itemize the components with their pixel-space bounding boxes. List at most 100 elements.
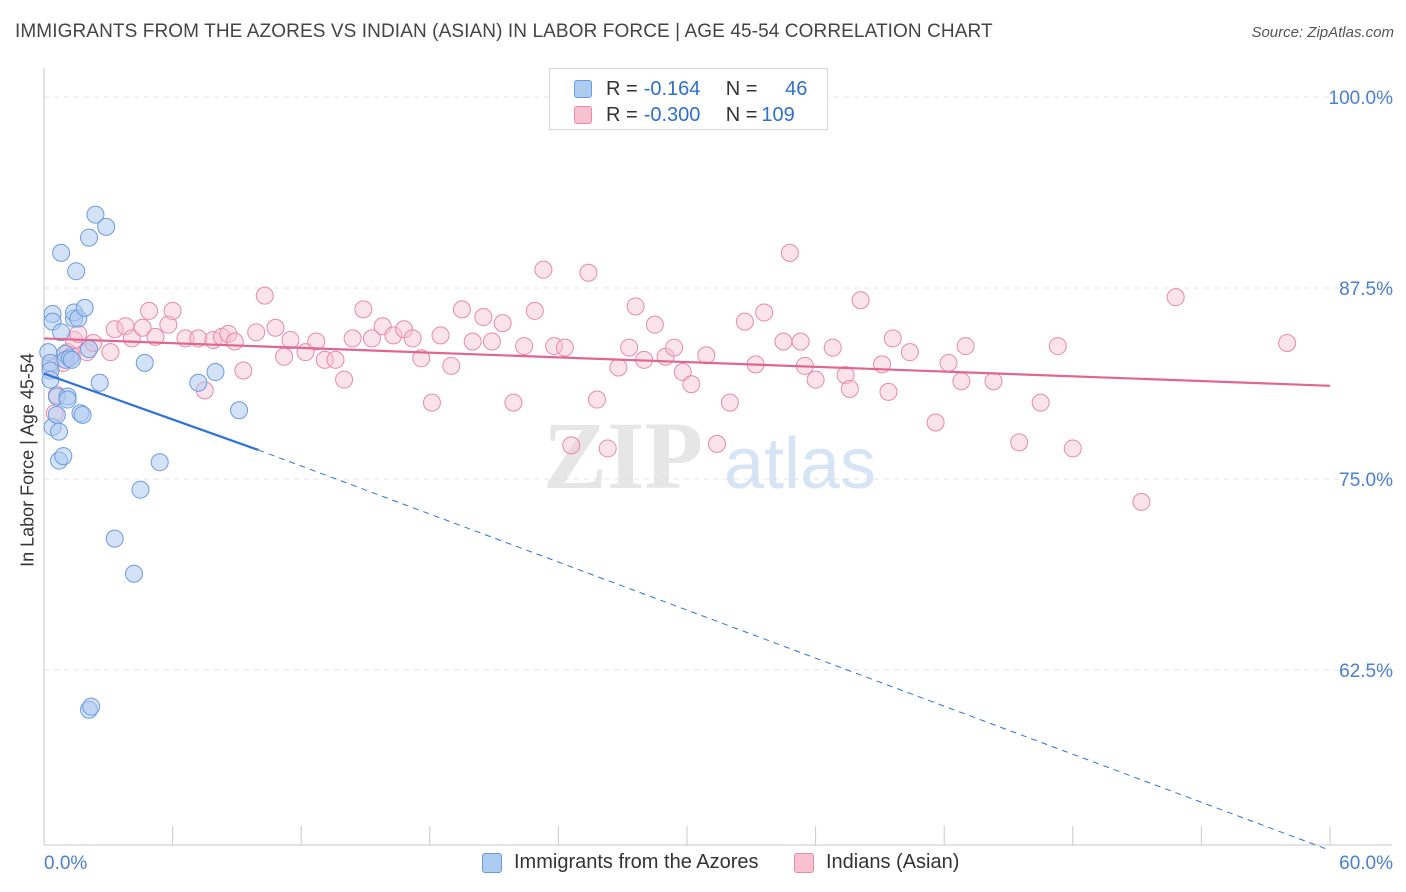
data-point-indians (665, 338, 684, 357)
legend-r-value: -0.164 (643, 77, 701, 100)
data-point-indians (984, 372, 1003, 391)
data-point-indians (780, 243, 799, 262)
legend-r-label: R = (606, 103, 638, 126)
data-point-indians (1166, 288, 1185, 307)
legend-item-azores[interactable]: Immigrants from the Azores (482, 851, 759, 874)
data-point-indians (851, 291, 870, 310)
data-point-indians (463, 332, 482, 351)
data-point-indians (335, 370, 354, 389)
data-point-indians (159, 315, 178, 334)
data-point-indians (673, 363, 692, 382)
trend-line-azores (43, 372, 259, 452)
data-point-azores (206, 363, 225, 382)
data-point-indians (101, 343, 120, 362)
data-point-indians (307, 332, 326, 351)
data-point-indians (515, 337, 534, 356)
trend-lines (43, 337, 1331, 851)
data-point-indians (1010, 433, 1029, 452)
gridlines (44, 96, 1392, 671)
data-point-indians (587, 390, 606, 409)
watermark: ZIP atlas (543, 402, 876, 509)
legend-n-label: N = (725, 103, 758, 126)
data-point-azores (125, 564, 144, 583)
data-point-azores (131, 480, 150, 499)
legend-n-value: 109 (761, 103, 795, 126)
data-point-indians (562, 436, 581, 455)
legend-swatch-indians (794, 852, 814, 873)
watermark-zip: ZIP (543, 402, 703, 509)
data-point-indians (431, 326, 450, 345)
y-tick-label: 62.5% (1339, 661, 1393, 682)
data-point-indians (720, 393, 739, 412)
data-point-indians (422, 393, 441, 412)
data-point-indians (403, 329, 422, 348)
data-point-azores (90, 373, 109, 392)
data-point-indians (823, 338, 842, 357)
data-point-indians (1048, 337, 1067, 356)
data-point-indians (105, 320, 124, 339)
data-point-indians (133, 318, 152, 337)
data-point-indians (412, 349, 431, 368)
data-point-indians (234, 361, 253, 380)
data-point-azores (52, 323, 71, 342)
data-point-indians (266, 318, 285, 337)
data-point-indians (774, 332, 793, 351)
data-point-indians (579, 263, 598, 282)
legend-label-azores: Immigrants from the Azores (514, 851, 759, 873)
data-point-indians (146, 327, 165, 346)
data-point-indians (952, 372, 971, 391)
chart-title: IMMIGRANTS FROM THE AZORES VS INDIAN (AS… (15, 21, 993, 42)
data-point-indians (504, 393, 523, 412)
data-point-azores (135, 353, 154, 372)
data-point-indians (1132, 492, 1151, 511)
data-point-indians (806, 370, 825, 389)
legend-row-indians: R = -0.300 N = 109 (574, 103, 801, 127)
data-point-indians (326, 350, 345, 369)
data-point-indians (452, 300, 471, 319)
data-point-azores (52, 243, 71, 262)
data-point-azores (86, 205, 105, 224)
series-legend: Immigrants from the Azores Indians (Asia… (0, 851, 1406, 877)
legend-swatch-azores (574, 80, 592, 98)
data-point-azores (97, 217, 116, 236)
x-tick-label: 60.0% (1339, 853, 1393, 874)
data-point-indians (626, 297, 645, 316)
source-label: Source: ZipAtlas.com (1251, 24, 1394, 41)
data-point-indians (697, 346, 716, 365)
data-point-azores (105, 529, 124, 548)
data-point-indians (384, 326, 403, 345)
data-point-indians (598, 439, 617, 458)
data-point-indians (275, 347, 294, 366)
data-point-indians (343, 329, 362, 348)
data-point-indians (836, 366, 855, 385)
y-tick-label: 100.0% (1329, 88, 1394, 109)
data-point-indians (620, 338, 639, 357)
data-point-indians (163, 301, 182, 320)
data-point-indians (442, 356, 461, 375)
data-point-indians (609, 358, 628, 377)
data-point-indians (281, 330, 300, 349)
data-point-azores (50, 422, 69, 441)
data-point-azores (58, 390, 77, 409)
data-point-indians (840, 379, 859, 398)
axes (43, 68, 1392, 846)
data-point-azores (82, 697, 101, 716)
data-point-indians (362, 329, 381, 348)
data-point-azores (230, 401, 249, 420)
data-point-indians (708, 434, 727, 453)
legend-item-indians[interactable]: Indians (Asian) (794, 851, 959, 874)
data-point-azores (54, 447, 73, 466)
data-point-indians (791, 332, 810, 351)
legend-swatch-azores (482, 852, 502, 873)
data-point-indians (482, 332, 501, 351)
series-azores (39, 205, 249, 719)
trend-line-indians (43, 337, 1331, 387)
tick-labels: 62.5% 75.0% 87.5% 100.0% 0.0% 60.0% (44, 88, 1393, 874)
x-tick-label: 0.0% (44, 853, 87, 874)
data-point-azores (80, 340, 99, 359)
y-tick-label: 87.5% (1339, 279, 1393, 300)
correlation-legend: R = -0.164 N = 46 R = -0.300 N = 109 (549, 68, 828, 130)
data-point-indians (140, 301, 159, 320)
legend-swatch-indians (574, 106, 592, 124)
data-point-azores (189, 373, 208, 392)
